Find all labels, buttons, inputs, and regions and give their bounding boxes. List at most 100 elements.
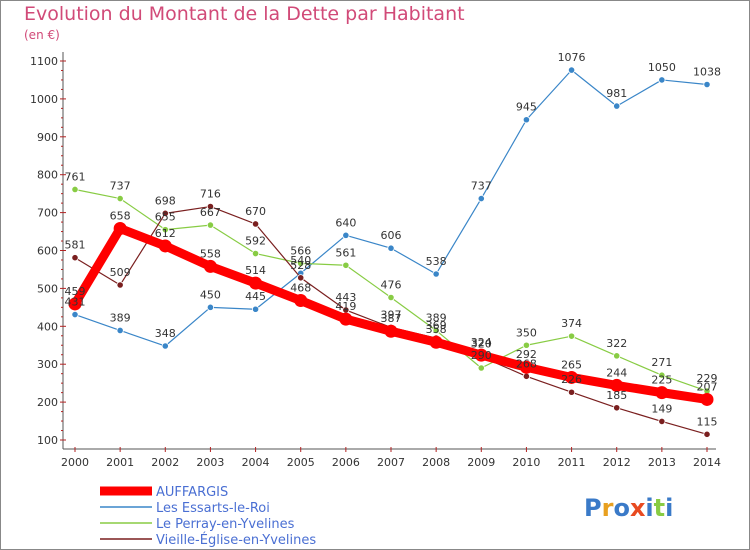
x-tick-label: 2007 <box>377 456 405 469</box>
data-point-auffargis <box>474 348 488 362</box>
data-point-le-perray-en-yvelines <box>116 194 124 203</box>
data-point-les-essarts-le-roi <box>477 194 485 203</box>
data-label-auffargis: 207 <box>697 380 718 393</box>
x-tick-label: 2003 <box>196 456 224 469</box>
data-point-le-perray-en-yvelines <box>342 261 350 269</box>
data-point-auffargis <box>700 392 714 406</box>
data-point-les-essarts-le-roi <box>613 102 621 110</box>
chart-title: Evolution du Montant de la Dette par Hab… <box>24 3 465 25</box>
data-label-le-perray-en-yvelines: 229 <box>697 372 718 385</box>
data-label-auffargis: 419 <box>335 300 356 313</box>
data-point-le-perray-en-yvelines <box>432 326 440 335</box>
data-label-vieille-glise-en-yvelines: 670 <box>245 205 266 218</box>
data-point-le-perray-en-yvelines <box>658 371 666 379</box>
data-point-vieille-glise-en-yvelines <box>658 417 666 426</box>
data-label-vieille-glise-en-yvelines: 528 <box>290 259 311 272</box>
data-label-auffargis: 612 <box>155 227 176 240</box>
data-label-vieille-glise-en-yvelines: 149 <box>651 402 672 415</box>
data-label-le-perray-en-yvelines: 350 <box>516 326 537 339</box>
data-label-vieille-glise-en-yvelines: 397 <box>381 308 402 321</box>
data-point-vieille-glise-en-yvelines <box>71 254 79 262</box>
data-point-vieille-glise-en-yvelines <box>161 209 169 217</box>
data-point-auffargis <box>158 239 172 253</box>
data-label-vieille-glise-en-yvelines: 509 <box>110 266 131 279</box>
x-tick-label: 2004 <box>242 456 270 469</box>
data-point-le-perray-en-yvelines <box>206 221 215 229</box>
data-point-le-perray-en-yvelines <box>251 249 260 258</box>
data-point-auffargis <box>384 324 398 338</box>
data-label-vieille-glise-en-yvelines: 320 <box>471 338 492 351</box>
data-label-vieille-glise-en-yvelines: 115 <box>697 415 718 428</box>
data-label-les-essarts-le-roi: 538 <box>426 255 447 268</box>
data-label-auffargis: 468 <box>290 282 311 295</box>
data-label-auffargis: 225 <box>651 374 672 387</box>
data-point-auffargis <box>113 222 127 236</box>
data-label-les-essarts-le-roi: 981 <box>606 87 627 100</box>
data-point-le-perray-en-yvelines <box>613 352 621 360</box>
data-point-vieille-glise-en-yvelines <box>116 281 124 289</box>
x-tick-label: 2013 <box>648 456 676 469</box>
data-point-les-essarts-le-roi <box>71 310 79 319</box>
x-tick-label: 2014 <box>693 456 721 469</box>
data-point-vieille-glise-en-yvelines <box>206 202 215 211</box>
data-label-auffargis: 265 <box>561 358 582 371</box>
data-label-le-perray-en-yvelines: 476 <box>381 278 402 291</box>
data-point-les-essarts-le-roi <box>522 116 531 124</box>
y-tick-label: 1100 <box>30 55 58 68</box>
data-label-vieille-glise-en-yvelines: 698 <box>155 194 176 207</box>
y-tick-label: 1000 <box>30 93 58 106</box>
data-point-les-essarts-le-roi <box>387 244 395 252</box>
data-label-les-essarts-le-roi: 640 <box>335 216 356 229</box>
data-point-auffargis <box>339 312 353 326</box>
data-point-auffargis <box>249 276 263 290</box>
y-tick-label: 200 <box>37 396 58 409</box>
data-label-le-perray-en-yvelines: 566 <box>290 244 311 257</box>
data-label-le-perray-en-yvelines: 592 <box>245 235 266 248</box>
data-label-auffargis: 292 <box>516 348 537 361</box>
data-point-les-essarts-le-roi <box>161 342 169 350</box>
x-tick-label: 2006 <box>332 456 360 469</box>
data-point-vieille-glise-en-yvelines <box>567 388 576 396</box>
data-label-les-essarts-le-roi: 1076 <box>558 51 586 64</box>
data-label-les-essarts-le-roi: 431 <box>65 296 86 309</box>
data-label-vieille-glise-en-yvelines: 443 <box>335 291 356 304</box>
data-point-auffargis <box>68 297 82 311</box>
data-point-vieille-glise-en-yvelines <box>703 430 711 438</box>
data-point-les-essarts-le-roi <box>116 326 124 335</box>
data-label-vieille-glise-en-yvelines: 581 <box>65 239 86 252</box>
data-label-le-perray-en-yvelines: 667 <box>200 206 221 219</box>
x-tick-label: 2012 <box>603 456 631 469</box>
data-label-le-perray-en-yvelines: 389 <box>426 311 447 324</box>
data-point-auffargis <box>429 335 443 349</box>
data-point-les-essarts-le-roi <box>703 80 711 89</box>
data-point-les-essarts-le-roi <box>432 270 440 278</box>
data-point-vieille-glise-en-yvelines <box>613 404 621 412</box>
data-point-auffargis <box>655 386 669 400</box>
data-point-le-perray-en-yvelines <box>522 341 531 349</box>
data-label-vieille-glise-en-yvelines: 268 <box>516 357 537 370</box>
y-tick-label: 600 <box>37 245 58 258</box>
data-label-le-perray-en-yvelines: 737 <box>110 180 131 193</box>
data-point-les-essarts-le-roi <box>251 305 260 313</box>
data-point-auffargis <box>610 378 624 392</box>
data-label-vieille-glise-en-yvelines: 185 <box>606 389 627 402</box>
data-label-les-essarts-le-roi: 1038 <box>693 65 721 78</box>
x-tick-label: 2001 <box>106 456 134 469</box>
x-tick-label: 2009 <box>467 456 495 469</box>
data-label-vieille-glise-en-yvelines: 226 <box>561 373 582 386</box>
x-tick-label: 2011 <box>558 456 586 469</box>
data-label-auffargis: 244 <box>606 366 627 379</box>
data-label-les-essarts-le-roi: 389 <box>110 311 131 324</box>
data-point-vieille-glise-en-yvelines <box>522 372 531 380</box>
data-label-vieille-glise-en-yvelines: 369 <box>426 319 447 332</box>
proxiti-logo: Proxiti <box>584 494 673 522</box>
data-point-vieille-glise-en-yvelines <box>297 274 305 282</box>
data-label-les-essarts-le-roi: 450 <box>200 288 221 301</box>
data-point-le-perray-en-yvelines <box>387 293 395 302</box>
data-label-le-perray-en-yvelines: 290 <box>471 349 492 362</box>
x-tick-label: 2005 <box>287 456 315 469</box>
series-line-les-essarts-le-roi <box>74 69 708 347</box>
y-tick-label: 900 <box>37 131 58 144</box>
data-point-auffargis <box>519 360 533 374</box>
